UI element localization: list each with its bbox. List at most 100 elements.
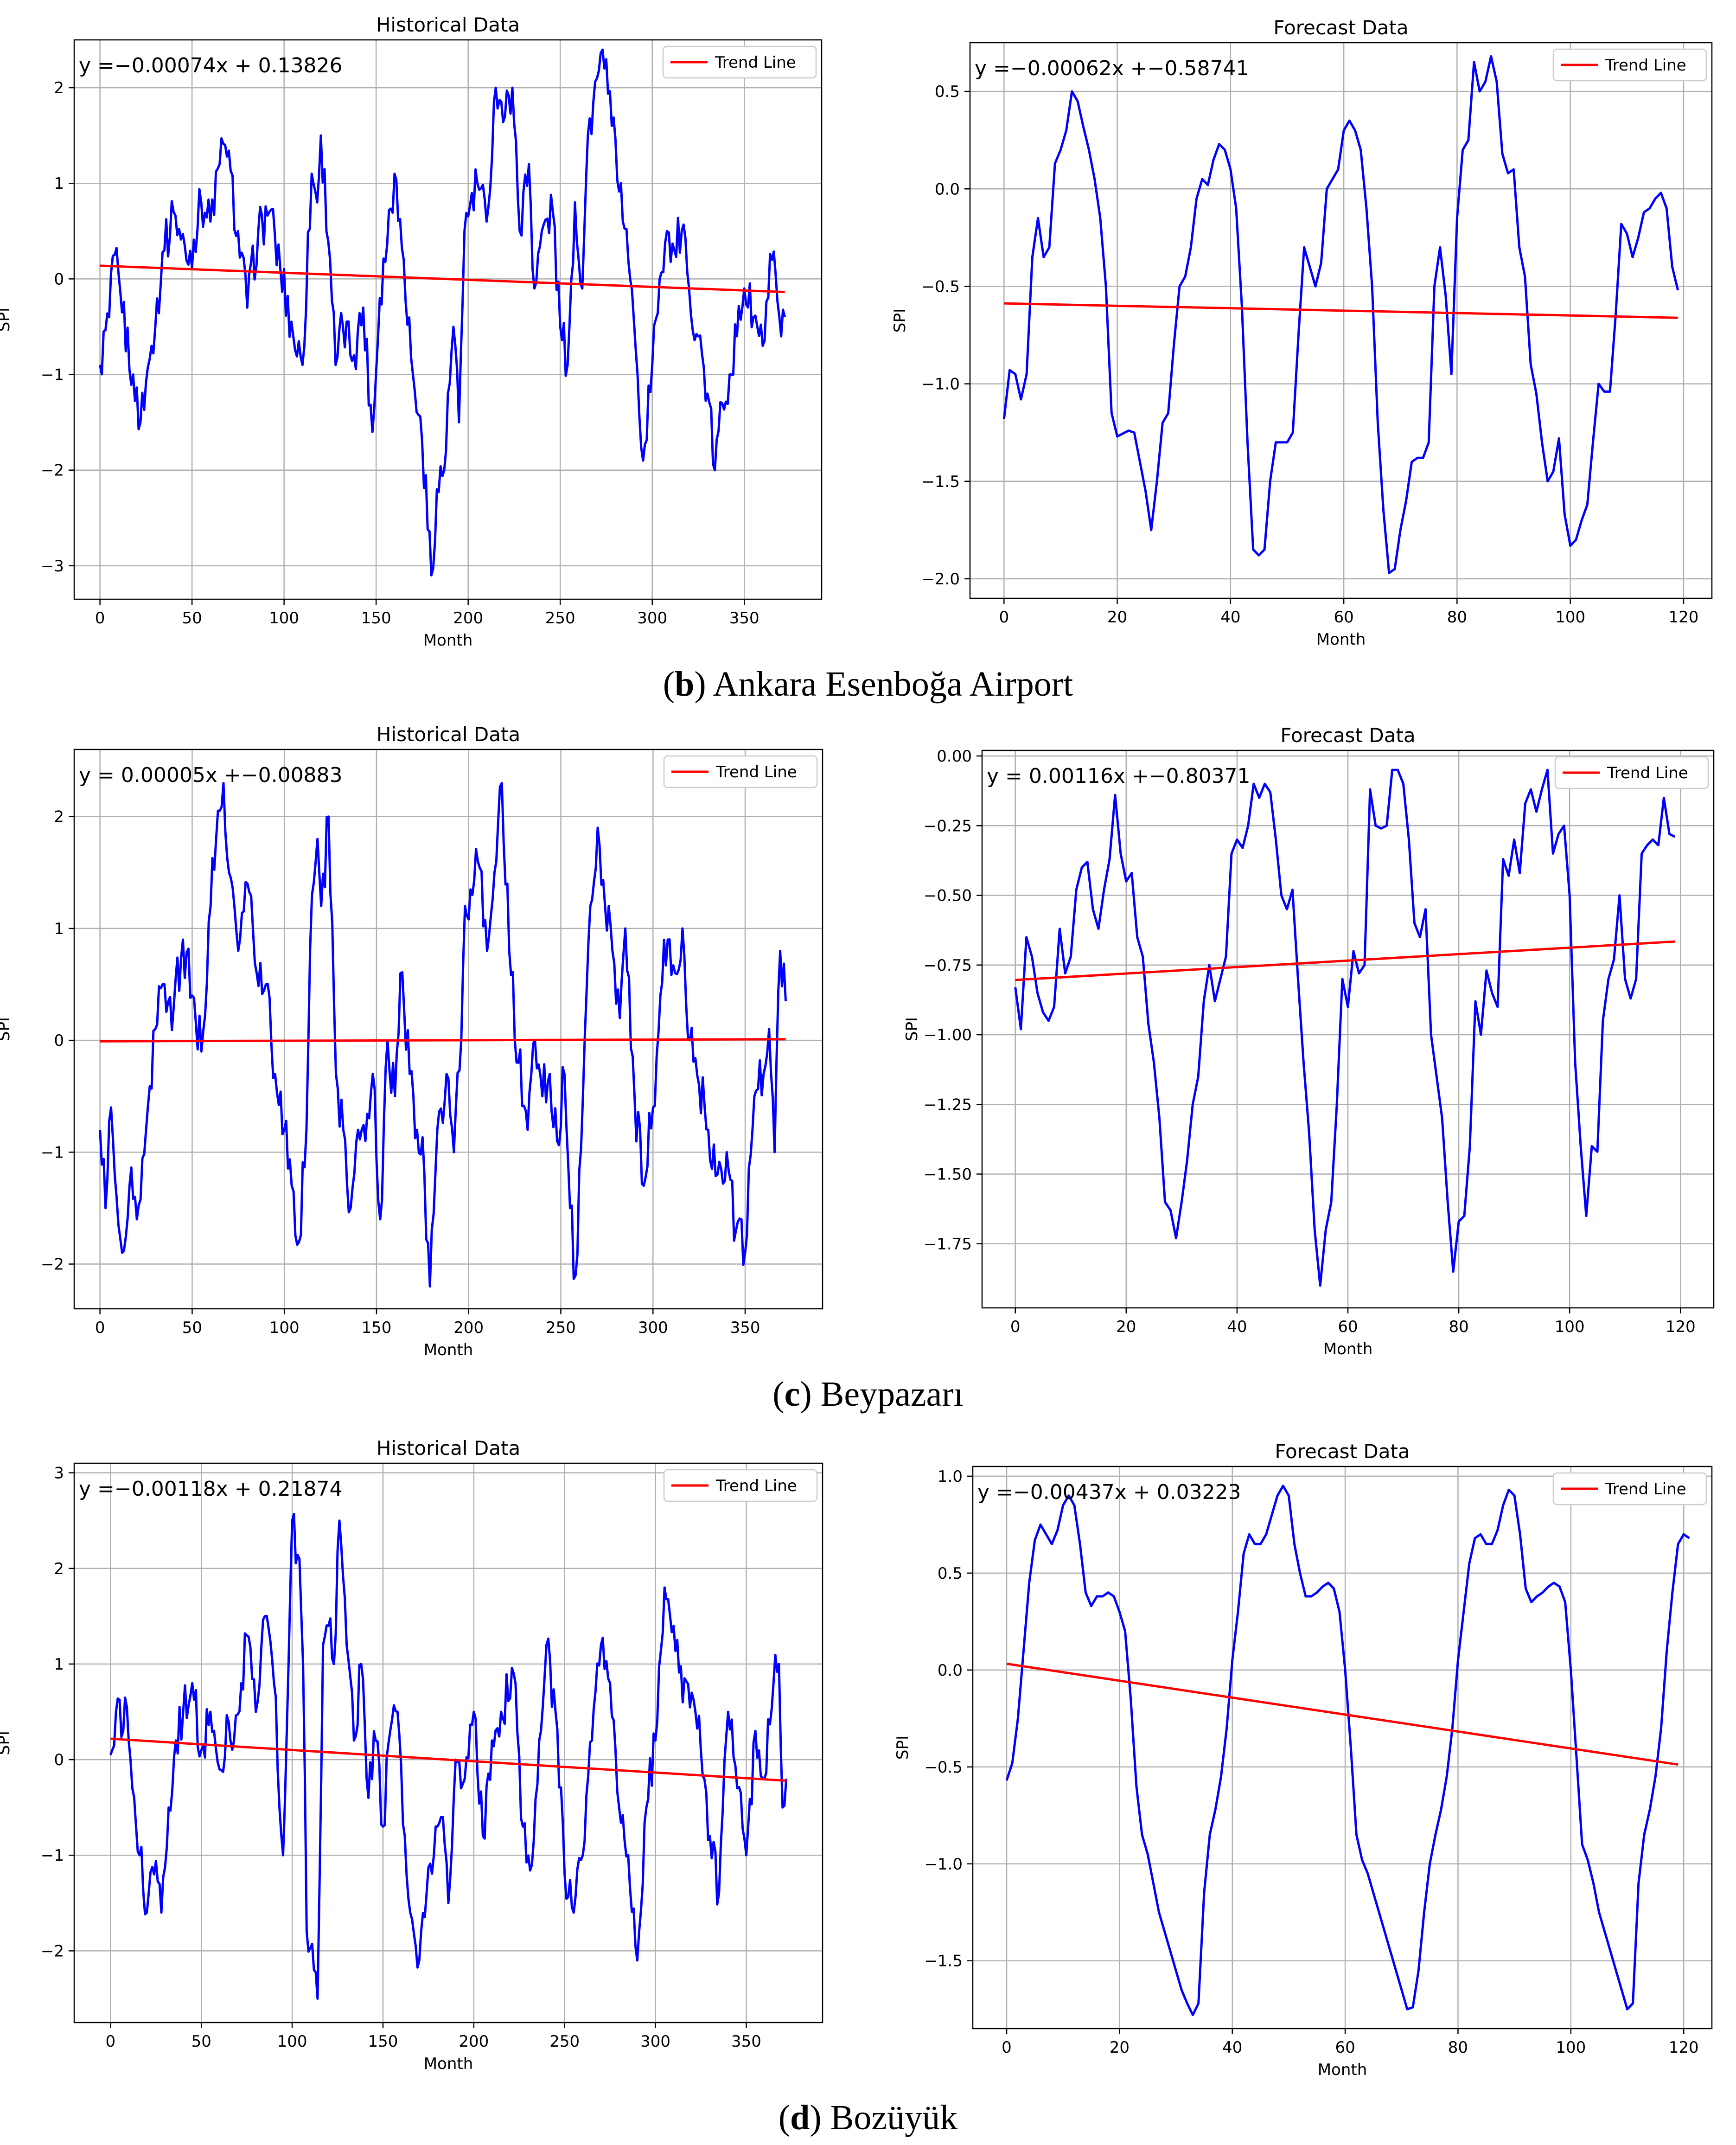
chart-title: Historical Data bbox=[376, 13, 520, 36]
x-tick-label: 300 bbox=[638, 1319, 668, 1337]
x-tick-label: 50 bbox=[182, 609, 202, 627]
x-tick-label: 350 bbox=[729, 609, 760, 627]
x-tick-label: 60 bbox=[1334, 608, 1353, 627]
y-tick-label: 3 bbox=[54, 1464, 64, 1483]
y-axis-label: SPI bbox=[903, 1017, 921, 1041]
y-tick-label: 2 bbox=[54, 1560, 64, 1578]
plot-area bbox=[74, 749, 823, 1309]
x-tick-label: 80 bbox=[1447, 608, 1467, 627]
x-tick-label: 50 bbox=[182, 1319, 202, 1337]
x-tick-label: 0 bbox=[1010, 1318, 1021, 1336]
x-axis-label: Month bbox=[1323, 1340, 1373, 1358]
chart-d-forecast: 0 20 40 60 80 100 120 −1.5 −1.0 −0.5 0.0 0.5 1.0 Fore… bbox=[894, 1440, 1713, 2079]
y-tick-label: 0.0 bbox=[938, 1661, 963, 1680]
legend-label: Trend Line bbox=[715, 53, 796, 72]
legend-box bbox=[663, 1469, 818, 1502]
x-tick-label: 200 bbox=[459, 2032, 489, 2051]
legend-box bbox=[1554, 756, 1709, 789]
chart-c-historical: 0 50 100 150 200 250 300 350 −2 −1 0 1 2 Historical D… bbox=[0, 723, 823, 1359]
x-tick-label: 20 bbox=[1110, 2038, 1130, 2057]
legend: Trend Line bbox=[662, 45, 817, 79]
plot-area bbox=[973, 1466, 1712, 2029]
x-tick-label: 350 bbox=[730, 1319, 760, 1337]
trend-equation: y =−0.00062x +−0.58741 bbox=[975, 57, 1249, 80]
y-tick-label: 0.5 bbox=[938, 1564, 963, 1583]
legend-box bbox=[662, 45, 817, 79]
x-tick-label: 100 bbox=[269, 609, 299, 627]
x-tick-label: 300 bbox=[637, 609, 667, 627]
legend-box bbox=[1552, 48, 1707, 82]
x-tick-label: 20 bbox=[1116, 1318, 1136, 1336]
legend: Trend Line bbox=[1554, 756, 1709, 789]
y-tick-label: 0 bbox=[54, 1031, 64, 1050]
y-tick-label: −1.75 bbox=[924, 1235, 972, 1254]
caption-c: (c) Beypazarı bbox=[772, 1375, 964, 1414]
x-tick-label: 150 bbox=[361, 609, 391, 627]
x-tick-label: 40 bbox=[1227, 1318, 1247, 1336]
trend-equation: y =−0.00118x + 0.21874 bbox=[79, 1477, 343, 1501]
chart-b-forecast: 0 20 40 60 80 100 120 −2.0 −1.5 −1.0 −0.5 0.0 0.5 For… bbox=[891, 16, 1713, 649]
y-tick-label: 1 bbox=[54, 174, 64, 193]
x-tick-label: 60 bbox=[1335, 2038, 1355, 2057]
y-tick-label: −1.0 bbox=[921, 375, 960, 394]
trend-line bbox=[1006, 1662, 1679, 1766]
trend-line bbox=[1004, 302, 1678, 319]
x-axis-label: Month bbox=[1316, 630, 1366, 649]
x-tick-label: 350 bbox=[731, 2032, 761, 2051]
trend-line bbox=[1015, 940, 1675, 981]
y-tick-label: 0.0 bbox=[935, 180, 960, 198]
trend-line bbox=[100, 1038, 786, 1043]
x-tick-label: 250 bbox=[546, 1319, 576, 1337]
x-tick-label: 100 bbox=[1555, 608, 1585, 627]
x-tick-label: 200 bbox=[453, 609, 483, 627]
axes-frame bbox=[73, 39, 823, 600]
spi-series-line bbox=[1002, 55, 1679, 574]
x-tick-label: 100 bbox=[277, 2032, 307, 2051]
x-tick-label: 80 bbox=[1449, 1318, 1468, 1336]
x-tick-label: 40 bbox=[1222, 2038, 1242, 2057]
y-tick-label: 0.00 bbox=[937, 747, 972, 766]
y-tick-label: 0 bbox=[54, 1751, 64, 1769]
chart-b-historical: 0 50 100 150 200 250 300 350 −3 −2 −1 0 1 2 Historical… bbox=[0, 13, 823, 650]
legend-label: Trend Line bbox=[715, 1477, 797, 1495]
y-tick-label: −0.75 bbox=[924, 956, 972, 975]
legend: Trend Line bbox=[1552, 1472, 1707, 1505]
axes-frame bbox=[73, 749, 823, 1310]
x-tick-label: 40 bbox=[1220, 608, 1240, 627]
x-axis-label: Month bbox=[423, 631, 473, 650]
chart-c-forecast: 0 20 40 60 80 100 120 −1.75 −1.50 −1.25 −1.00 −0.75… bbox=[903, 724, 1715, 1358]
y-tick-label: −1.5 bbox=[924, 1952, 963, 1971]
legend-label: Trend Line bbox=[1605, 1480, 1686, 1498]
axes-frame bbox=[981, 749, 1715, 1309]
x-tick-label: 300 bbox=[640, 2032, 670, 2051]
y-axis-label: SPI bbox=[0, 307, 13, 332]
chart-title: Forecast Data bbox=[1280, 724, 1415, 747]
y-tick-label: −2 bbox=[41, 461, 64, 480]
x-tick-label: 150 bbox=[362, 1319, 392, 1337]
y-axis-label: SPI bbox=[894, 1735, 912, 1760]
x-tick-label: 120 bbox=[1666, 1318, 1696, 1336]
trend-equation: y =−0.00437x + 0.03223 bbox=[977, 1480, 1241, 1504]
chart-title: Historical Data bbox=[377, 723, 520, 746]
y-tick-label: −2 bbox=[41, 1942, 64, 1960]
x-tick-label: 100 bbox=[269, 1319, 300, 1337]
y-tick-label: 0 bbox=[54, 270, 64, 288]
spi-series-line bbox=[99, 781, 787, 1288]
y-tick-label: 2 bbox=[54, 808, 64, 826]
x-axis-label: Month bbox=[424, 1341, 473, 1359]
spi-series-line bbox=[1014, 768, 1676, 1287]
y-tick-label: 1.0 bbox=[938, 1467, 963, 1486]
chart-d-historical: 0 50 100 150 200 250 300 350 −2 −1 0 1 2 3 Historical … bbox=[0, 1437, 823, 2073]
trend-equation: y =−0.00074x + 0.13826 bbox=[79, 54, 343, 77]
x-tick-label: 250 bbox=[549, 2032, 580, 2051]
y-tick-label: 0.5 bbox=[935, 83, 960, 101]
plot-area bbox=[970, 43, 1712, 598]
x-axis-label: Month bbox=[424, 2055, 473, 2073]
x-tick-label: 80 bbox=[1448, 2038, 1468, 2057]
x-tick-label: 200 bbox=[453, 1319, 484, 1337]
trend-equation: y = 0.00005x +−0.00883 bbox=[79, 763, 343, 787]
charts-container: 0 50 100 150 200 250 300 350−3−2−1012Historical… bbox=[0, 13, 1715, 2079]
legend-label: Trend Line bbox=[1605, 56, 1686, 75]
y-tick-label: −3 bbox=[41, 557, 64, 576]
